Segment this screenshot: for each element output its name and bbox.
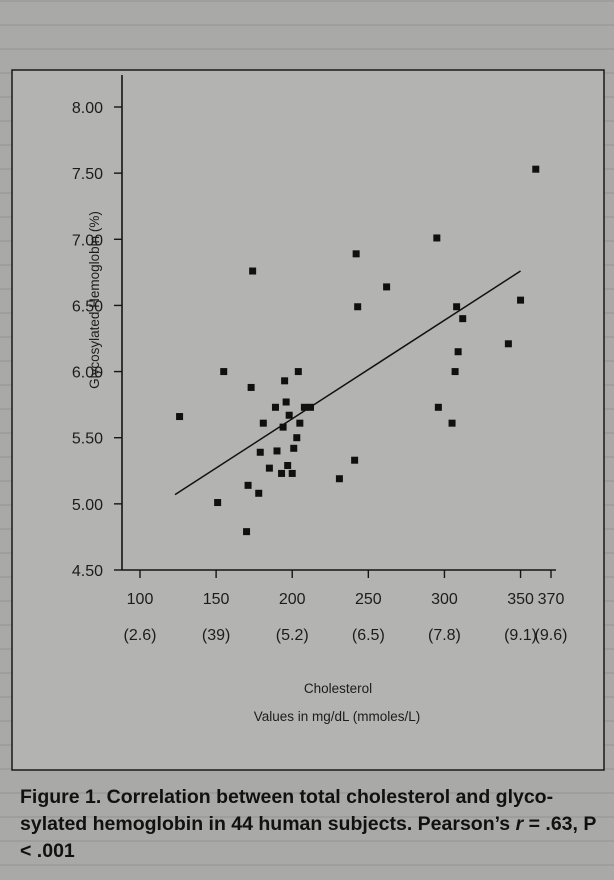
data-point [352,250,360,258]
data-point [244,481,252,489]
data-point [290,444,298,452]
data-point [273,447,281,455]
x-tick-sublabel: (2.6) [124,627,157,644]
y-tick-label: 8.00 [72,100,103,117]
y-tick-label: 5.50 [72,431,103,448]
data-point [504,340,512,348]
x-tick-sublabel: (6.5) [352,627,385,644]
y-tick-label: 7.50 [72,166,103,183]
data-point [243,528,251,536]
data-point [176,413,184,421]
data-point [281,377,289,385]
data-point [214,499,222,507]
x-tick-label: 370 [538,591,565,608]
trend-line [174,270,521,496]
data-point [448,419,456,427]
data-point [279,423,287,431]
data-point [284,461,292,469]
x-axis-subtitle: Values in mg/dL (mmoles/L) [254,709,421,724]
data-point [282,398,290,406]
data-point [300,403,308,411]
x-tick-label: 100 [127,591,154,608]
x-tick-label: 150 [203,591,230,608]
caption-r-symbol: r [515,813,524,835]
data-point [434,403,442,411]
data-point [255,489,263,497]
x-tick-sublabel: (39) [202,627,230,644]
data-point [256,448,264,456]
y-tick-label: 4.50 [72,563,103,580]
x-tick-sublabel: (5.2) [276,627,309,644]
data-point [296,419,304,427]
data-point [278,469,286,477]
figure-panel [11,69,605,771]
data-point [532,165,540,173]
data-point [293,434,301,442]
data-point [247,383,255,391]
data-point [383,283,391,291]
data-point [259,419,267,427]
data-point [335,475,343,483]
y-tick-label: 5.00 [72,497,103,514]
x-tick-label: 250 [355,591,382,608]
x-tick-sublabel: (9.1) [504,627,537,644]
data-point [220,368,228,376]
x-tick-sublabel: (9.6) [535,627,568,644]
x-axis-title: Cholesterol [304,681,372,696]
x-tick-label: 200 [279,591,306,608]
figure-caption: Figure 1. Correlation between total chol… [20,784,598,865]
x-tick-label: 300 [431,591,458,608]
data-point [453,303,461,311]
y-axis-title: Glycosylated Hemoglobin (%) [87,211,102,389]
y-tick-label: 6.00 [72,365,103,382]
data-point [285,411,293,419]
y-tick-label: 6.50 [72,298,103,315]
data-point [354,303,362,311]
data-point [288,469,296,477]
x-tick-sublabel: (7.8) [428,627,461,644]
data-point [451,368,459,376]
data-point [459,315,467,323]
data-point [271,403,279,411]
data-point [454,348,462,356]
y-tick-label: 7.00 [72,232,103,249]
data-point [294,368,302,376]
x-tick-label: 350 [507,591,534,608]
data-point [517,296,525,304]
caption-stats: = .63, P < .001 [20,813,596,862]
data-point [433,234,441,242]
data-point [306,403,314,411]
data-point [351,456,359,464]
data-point [249,267,257,275]
caption-text: Figure 1. Correlation between total chol… [20,786,554,835]
data-point [265,464,273,472]
